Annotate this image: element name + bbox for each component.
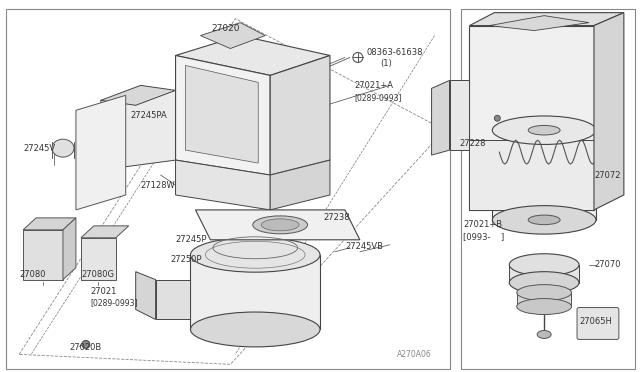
Text: (1): (1) [380, 59, 392, 68]
Polygon shape [63, 218, 76, 280]
Polygon shape [175, 36, 330, 76]
Text: 27245PA: 27245PA [131, 111, 168, 120]
Polygon shape [175, 160, 270, 210]
Text: 27020B: 27020B [69, 343, 101, 352]
Polygon shape [469, 140, 594, 210]
Polygon shape [136, 272, 156, 320]
Text: [0289-0993]: [0289-0993] [355, 93, 403, 102]
Ellipse shape [516, 285, 572, 301]
Polygon shape [191, 255, 320, 330]
Text: 27072: 27072 [594, 170, 620, 180]
Polygon shape [186, 65, 258, 163]
Polygon shape [156, 280, 191, 320]
Ellipse shape [494, 115, 500, 121]
Text: [0289-0993]: [0289-0993] [91, 298, 138, 307]
Ellipse shape [528, 125, 560, 135]
Polygon shape [431, 80, 449, 155]
Polygon shape [23, 218, 76, 230]
Polygon shape [101, 86, 175, 105]
Polygon shape [76, 95, 125, 210]
Polygon shape [81, 226, 129, 238]
Polygon shape [270, 160, 330, 210]
Polygon shape [492, 130, 596, 220]
Ellipse shape [492, 206, 596, 234]
Text: 08363-61638: 08363-61638 [367, 48, 423, 57]
Text: 27128W: 27128W [141, 180, 175, 189]
Text: 27065H: 27065H [579, 317, 612, 326]
Text: A270A06: A270A06 [397, 350, 431, 359]
Polygon shape [195, 210, 360, 240]
Polygon shape [509, 265, 579, 283]
Text: 27020: 27020 [211, 24, 239, 33]
Polygon shape [101, 90, 175, 170]
Polygon shape [469, 26, 594, 210]
Text: 27245VB: 27245VB [345, 242, 383, 251]
Polygon shape [175, 55, 270, 175]
Polygon shape [200, 23, 265, 48]
Text: 27228: 27228 [460, 139, 486, 148]
Ellipse shape [52, 139, 74, 157]
Polygon shape [270, 55, 330, 175]
Polygon shape [81, 238, 116, 280]
Polygon shape [469, 13, 624, 26]
Text: [0993-    ]: [0993- ] [463, 232, 505, 241]
FancyBboxPatch shape [577, 308, 619, 339]
Ellipse shape [261, 219, 299, 231]
Polygon shape [23, 230, 63, 280]
Polygon shape [517, 293, 571, 307]
Polygon shape [490, 16, 589, 31]
Text: 27245V: 27245V [23, 144, 55, 153]
Ellipse shape [528, 215, 560, 225]
Polygon shape [594, 13, 624, 210]
Ellipse shape [82, 340, 90, 349]
Text: 27021+A: 27021+A [355, 81, 394, 90]
Ellipse shape [537, 330, 551, 339]
Text: 27250P: 27250P [171, 255, 202, 264]
Text: 27021+B: 27021+B [463, 220, 502, 230]
Ellipse shape [509, 272, 579, 294]
Text: 27021: 27021 [91, 287, 117, 296]
Ellipse shape [191, 312, 320, 347]
Text: 27070: 27070 [594, 260, 620, 269]
Ellipse shape [191, 237, 320, 272]
Text: 27245P: 27245P [175, 235, 207, 244]
Ellipse shape [492, 116, 596, 144]
Text: 27238: 27238 [323, 214, 349, 222]
Text: 27080: 27080 [19, 270, 45, 279]
Polygon shape [449, 80, 469, 150]
Ellipse shape [253, 216, 308, 234]
Text: 27080G: 27080G [81, 270, 114, 279]
Ellipse shape [516, 299, 572, 314]
Ellipse shape [509, 254, 579, 276]
